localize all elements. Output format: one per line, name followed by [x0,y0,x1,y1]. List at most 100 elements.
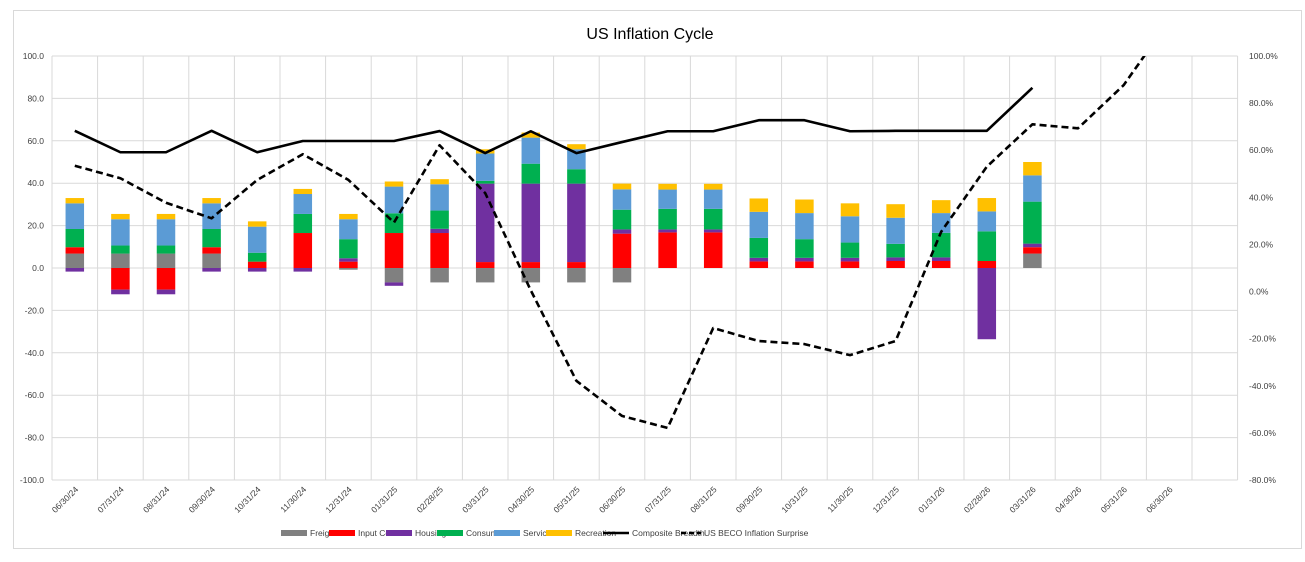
legend-label-input-cost: Input Cost [358,528,397,538]
bar-segment-recreation [521,132,541,138]
right-tick-label: -20.0% [1249,334,1276,344]
legend-label-consumer: Consumer [466,528,505,538]
bar-segment-input-cost [658,232,677,268]
chart-frame [13,10,1302,549]
bar-segment-freight [430,268,449,283]
bar-segment-services [430,184,449,211]
bar-segment-input-cost [795,261,814,268]
bar-segment-consumer [658,208,677,230]
bar-segment-input-cost [384,233,404,268]
bar-segment-services [384,186,404,214]
bar-segment-housing [658,229,677,233]
bar-segment-freight [567,268,586,283]
left-tick-label: 80.0 [27,93,44,103]
bar-segment-consumer [430,210,449,229]
bar-segment-consumer [521,163,541,184]
chart-title: US Inflation Cycle [586,26,713,43]
legend: Freight Input Cost Housing Consumer Services… [281,528,809,538]
bar-segment-recreation [202,198,221,204]
line-series [74,56,1146,430]
bar-segment-freight [111,253,130,268]
stacked-bars [65,132,1042,340]
bar-segment-recreation [475,149,495,154]
left-tick-label: 100.0 [23,51,45,61]
bar-segment-recreation [384,181,404,187]
bar-segment-consumer [931,232,951,258]
bar-segment-input-cost [293,233,313,268]
right-tick-label: 80.0% [1249,98,1274,108]
bar-segment-consumer [567,169,586,184]
left-tick-label: -100.0 [20,475,44,485]
bar-segment-freight [339,268,358,270]
legend-label-services: Services [523,528,556,538]
bar-segment-consumer [65,228,85,248]
bar-segment-input-cost [475,262,495,268]
bar-segment-consumer [840,242,860,258]
bar-segment-services [795,213,814,240]
bar-segment-housing [247,268,267,272]
bar-segment-input-cost [111,268,130,290]
bar-segment-recreation [840,203,860,217]
bar-segment-recreation [567,144,586,150]
legend-swatch-freight [281,530,307,536]
bar-segment-input-cost [612,233,632,268]
left-tick-label: -40.0 [25,348,45,358]
legend-label-us-beco-inflation-surprise: US BECO Inflation Surprise [704,528,809,538]
bar-segment-recreation [977,198,997,212]
bar-segment-housing [703,229,723,233]
bar-segment-input-cost [886,261,905,268]
bar-segment-recreation [156,213,176,220]
bar-segment-housing [65,268,85,272]
bar-segment-services [977,211,997,232]
bar-segment-housing [612,229,632,234]
bar-segment-recreation [339,213,358,220]
bar-segment-input-cost [1023,247,1042,254]
bar-segment-recreation [931,200,951,214]
bar-segment-freight [521,268,541,283]
bar-segment-freight [156,253,176,268]
legend-swatch-input-cost [329,530,355,536]
bar-segment-services [339,219,358,240]
bar-segment-housing [567,183,586,263]
bar-segment-services [840,216,860,243]
bar-segment-services [703,189,723,209]
bar-segment-services [156,219,176,246]
bar-segment-freight [65,253,85,268]
bar-segment-input-cost [65,247,85,254]
bar-segment-services [521,137,541,164]
bar-segment-consumer [886,243,905,258]
bar-segment-input-cost [749,261,769,268]
bar-segment-services [1023,175,1042,202]
bar-segment-recreation [65,198,85,204]
right-tick-label: -40.0% [1249,381,1276,391]
right-tick-label: 0.0% [1249,287,1269,297]
bar-segment-consumer [475,180,495,184]
left-tick-label: 0.0 [32,263,44,273]
bar-segment-housing [840,257,860,262]
bar-segment-recreation [612,183,632,190]
left-tick-label: -80.0 [25,433,45,443]
bar-segment-recreation [430,179,449,185]
bar-segment-consumer [612,209,632,230]
bar-segment-housing [977,268,997,340]
bar-segment-recreation [293,188,313,195]
bar-segment-input-cost [840,261,860,268]
legend-swatch-consumer [437,530,463,536]
right-tick-label: 60.0% [1249,145,1274,155]
bar-segment-consumer [293,213,313,234]
bar-segment-input-cost [339,261,358,268]
bar-segment-housing [384,282,404,286]
left-tick-label: 20.0 [27,221,44,231]
left-tick-label: -20.0 [25,305,45,315]
bar-segment-input-cost [521,262,541,268]
bar-segment-recreation [247,221,267,227]
bar-segment-input-cost [202,247,221,254]
right-axis: 100.0% 80.0% 60.0% 40.0% 20.0% 0.0% -20.0% -40.… [1249,51,1278,485]
bar-segment-services [247,226,267,253]
legend-swatch-housing [386,530,412,536]
bar-segment-input-cost [247,261,267,268]
bar-segment-housing [1023,243,1042,248]
right-tick-label: 40.0% [1249,192,1274,202]
bar-segment-recreation [886,204,905,218]
bar-segment-housing [430,228,449,234]
